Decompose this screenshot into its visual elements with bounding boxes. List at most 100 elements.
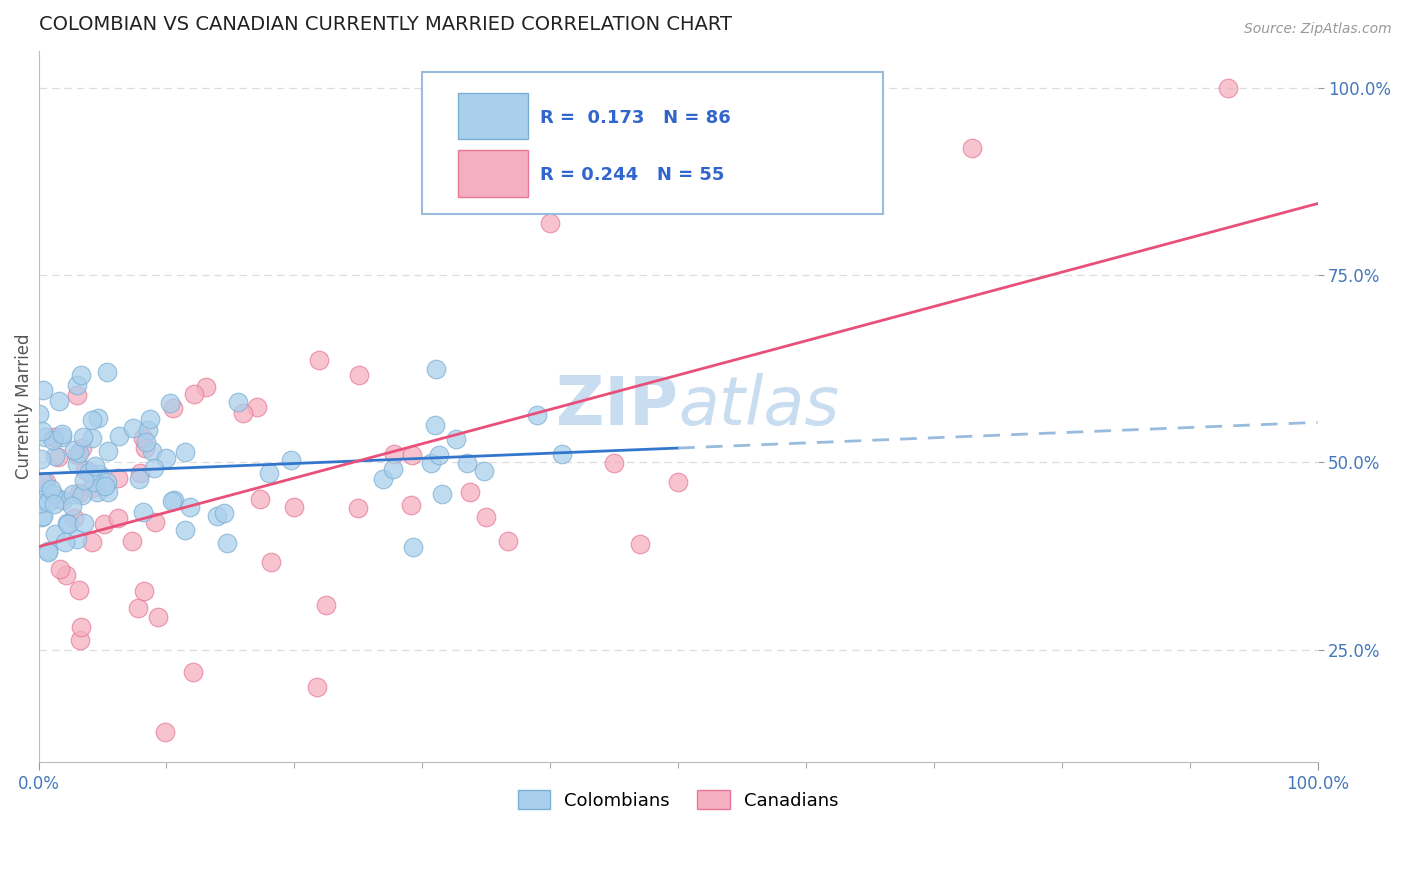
Point xyxy=(66,457,89,471)
Point xyxy=(94,479,117,493)
Point xyxy=(69,446,91,460)
Point xyxy=(402,540,425,554)
Point xyxy=(163,492,186,507)
Point xyxy=(30,496,52,510)
Point xyxy=(28,407,51,421)
Point xyxy=(31,383,53,397)
Point xyxy=(207,508,229,523)
Point xyxy=(373,472,395,486)
Point xyxy=(427,448,450,462)
Point xyxy=(62,487,84,501)
Point xyxy=(135,434,157,449)
Point xyxy=(93,517,115,532)
Point xyxy=(308,353,330,368)
Point xyxy=(257,466,280,480)
Point xyxy=(73,473,96,487)
Point xyxy=(174,444,197,458)
Point xyxy=(122,421,145,435)
Point xyxy=(132,584,155,599)
Point xyxy=(143,460,166,475)
Point xyxy=(31,475,53,489)
Point xyxy=(42,433,65,447)
Point xyxy=(34,430,56,444)
Point xyxy=(260,555,283,569)
Point xyxy=(526,409,548,423)
Point xyxy=(212,506,235,520)
Point xyxy=(53,535,76,549)
Point xyxy=(96,366,118,380)
Point xyxy=(80,534,103,549)
Point xyxy=(226,394,249,409)
Point xyxy=(129,466,152,480)
Point xyxy=(217,536,239,550)
Point xyxy=(183,386,205,401)
Point xyxy=(69,633,91,648)
Point xyxy=(51,427,73,442)
Point xyxy=(35,475,58,490)
Point xyxy=(70,368,93,382)
Point xyxy=(66,378,89,392)
Point xyxy=(97,444,120,458)
Point xyxy=(42,487,65,501)
Point xyxy=(107,510,129,524)
Point xyxy=(159,396,181,410)
Point xyxy=(75,463,97,477)
Point xyxy=(195,380,218,394)
Text: atlas: atlas xyxy=(678,374,839,439)
Point xyxy=(132,431,155,445)
Point xyxy=(307,680,329,694)
Point xyxy=(155,451,177,466)
Point xyxy=(153,724,176,739)
Point xyxy=(456,456,478,470)
Point xyxy=(423,418,446,433)
Point xyxy=(283,500,305,515)
Point xyxy=(52,492,75,507)
Point xyxy=(55,516,77,530)
Point xyxy=(51,430,73,444)
Point xyxy=(83,459,105,474)
Point xyxy=(70,620,93,634)
Point xyxy=(67,486,90,500)
Point xyxy=(143,515,166,529)
Point xyxy=(67,582,90,597)
Point xyxy=(80,431,103,445)
Point xyxy=(44,449,66,463)
Point xyxy=(401,498,423,512)
Point xyxy=(107,470,129,484)
Point xyxy=(425,362,447,376)
Point xyxy=(72,488,94,502)
Point xyxy=(474,509,496,524)
Point xyxy=(42,430,65,444)
Point xyxy=(56,516,79,531)
Point xyxy=(37,545,59,559)
Point xyxy=(148,610,170,624)
Point xyxy=(134,442,156,456)
Point xyxy=(37,495,59,509)
Point xyxy=(48,492,70,507)
Point xyxy=(37,484,59,499)
Point xyxy=(249,491,271,506)
Point xyxy=(136,423,159,437)
Point xyxy=(87,410,110,425)
Point xyxy=(183,665,205,679)
Point xyxy=(65,387,87,401)
Point xyxy=(63,511,86,525)
Point xyxy=(458,484,481,499)
Point xyxy=(37,544,59,558)
Y-axis label: Currently Married: Currently Married xyxy=(15,334,32,479)
Point xyxy=(1216,81,1239,95)
Text: COLOMBIAN VS CANADIAN CURRENTLY MARRIED CORRELATION CHART: COLOMBIAN VS CANADIAN CURRENTLY MARRIED … xyxy=(38,15,731,34)
Point xyxy=(382,462,405,476)
Point xyxy=(55,568,77,582)
Point xyxy=(141,443,163,458)
Point xyxy=(173,523,195,537)
Point xyxy=(66,532,89,546)
FancyBboxPatch shape xyxy=(422,72,883,214)
Point xyxy=(44,527,66,541)
Point xyxy=(603,456,626,470)
Point xyxy=(139,412,162,426)
Point xyxy=(382,447,405,461)
Point xyxy=(72,516,94,531)
Point xyxy=(79,466,101,480)
Point xyxy=(97,484,120,499)
